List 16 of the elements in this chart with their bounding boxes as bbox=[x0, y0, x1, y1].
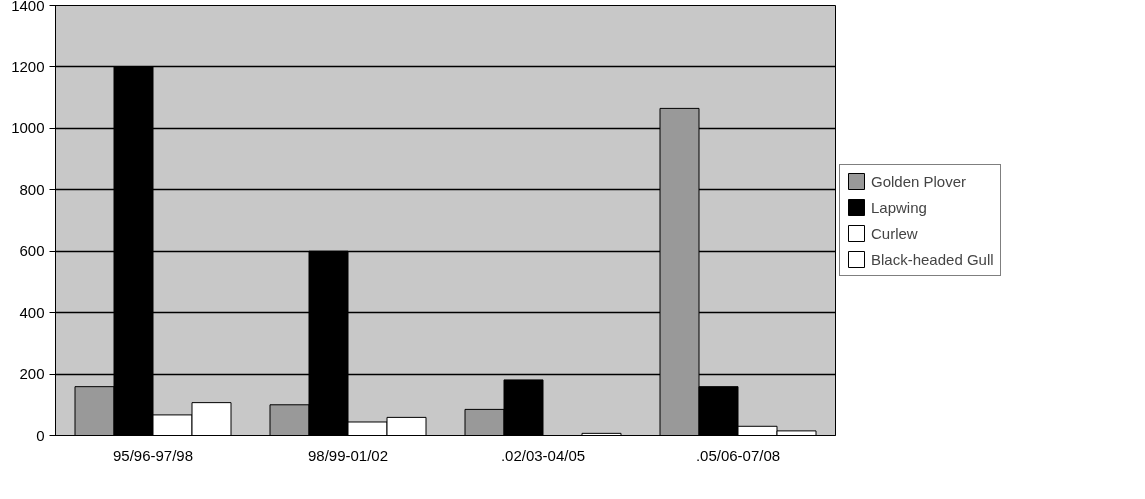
x-tick-label: .02/03-04/05 bbox=[500, 446, 586, 464]
y-tick-label: 600 bbox=[19, 242, 45, 260]
y-tick-label: 1400 bbox=[11, 0, 45, 14]
legend-label: Black-headed Gull bbox=[871, 250, 994, 268]
legend-label: Lapwing bbox=[871, 198, 927, 216]
legend-label: Curlew bbox=[871, 224, 918, 242]
y-tick-label: 800 bbox=[19, 180, 45, 198]
x-tick-label: 98/99-01/02 bbox=[307, 446, 389, 464]
x-tick-label: .05/06-07/08 bbox=[695, 446, 781, 464]
x-tick-label: 95/96-97/98 bbox=[112, 446, 194, 464]
legend-label: Golden Plover bbox=[871, 172, 967, 190]
y-tick-label: 1200 bbox=[11, 57, 45, 75]
y-tick-label: 400 bbox=[19, 303, 45, 321]
y-tick-label: 200 bbox=[19, 365, 45, 383]
y-tick-label: 0 bbox=[36, 426, 45, 444]
y-tick-label: 1000 bbox=[11, 119, 45, 137]
